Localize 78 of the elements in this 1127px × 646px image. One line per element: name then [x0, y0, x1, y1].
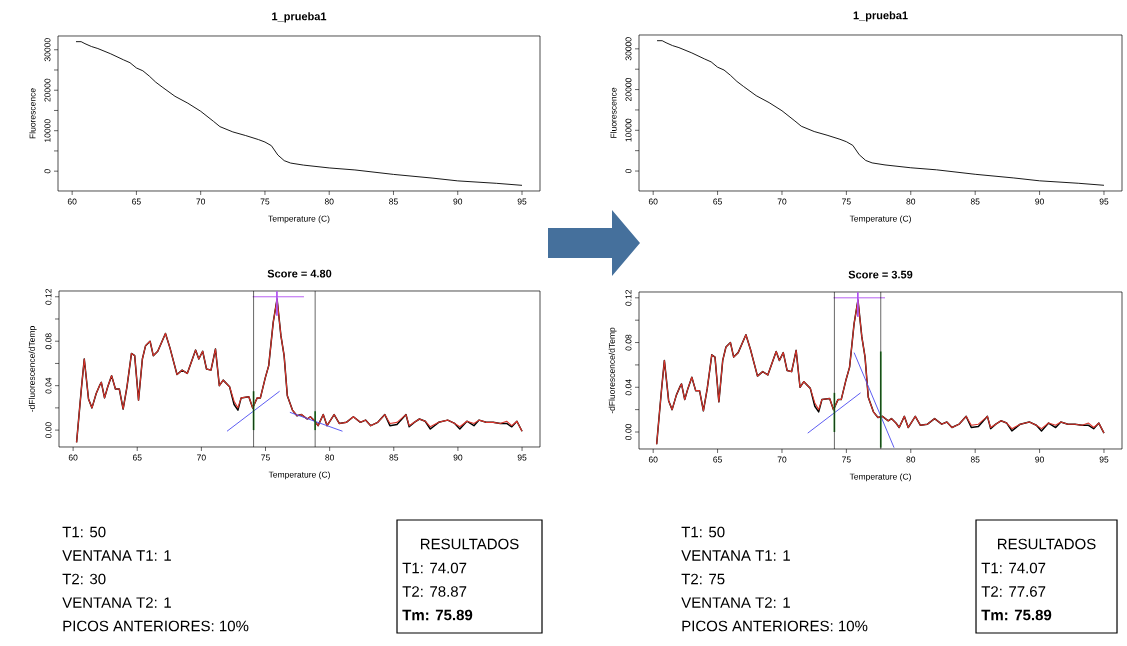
- x-tick-label: 60: [648, 456, 658, 463]
- y-tick-label: 0.12: [45, 288, 52, 305]
- text: T1: 50: [681, 526, 725, 538]
- x-axis-title: Temperature (C): [849, 215, 911, 224]
- x-tick-label: 75: [260, 198, 270, 205]
- x-tick-label: 70: [777, 456, 787, 463]
- text: Tm: 75.89: [981, 609, 1052, 621]
- text: RESULTADOS: [998, 538, 1096, 550]
- x-tick-label: 80: [325, 454, 335, 461]
- y-tick-label: 0: [44, 169, 51, 174]
- y-axis-title: -dFluorescence/dTemp: [28, 326, 37, 412]
- chart-title: Score = 4.80: [267, 269, 332, 278]
- x-tick-label: 65: [713, 198, 722, 205]
- x-tick-label: 90: [1035, 456, 1044, 463]
- x-tick-label: 75: [842, 198, 851, 205]
- x-tick-label: 85: [389, 198, 398, 205]
- text: VENTANA T1: 1: [681, 550, 790, 561]
- x-tick-label: 95: [517, 198, 527, 205]
- y-tick-label: 30000: [625, 37, 632, 61]
- x-axis-title: Temperature (C): [849, 473, 911, 482]
- y-tick-label: 20000: [44, 78, 51, 102]
- x-tick-label: 90: [453, 198, 463, 205]
- x-tick-label: 80: [324, 198, 334, 205]
- y-axis-title: -dFluorescence/dTemp: [608, 327, 617, 414]
- text: RESULTADOS: [421, 538, 519, 550]
- text: T1: 50: [62, 526, 106, 538]
- chart-title: 1_prueba1: [853, 11, 908, 22]
- x-tick-label: 60: [648, 198, 658, 205]
- y-tick-label: 0.12: [625, 289, 632, 306]
- x-tick-label: 95: [517, 454, 527, 461]
- x-tick-label: 75: [261, 454, 270, 461]
- x-tick-label: 85: [389, 454, 399, 461]
- x-tick-label: 70: [197, 454, 206, 461]
- y-tick-label: 10000: [625, 118, 632, 142]
- text: T1: 74.07: [402, 562, 467, 574]
- x-tick-label: 95: [1099, 456, 1109, 463]
- y-tick-label: 0.00: [625, 424, 632, 440]
- text: VENTANA T2: 1: [681, 597, 790, 608]
- text: PICOS ANTERIORES: 10%: [682, 620, 868, 632]
- x-tick-label: 65: [713, 456, 722, 463]
- text: T2: 30: [62, 573, 106, 585]
- y-tick-label: 0.00: [45, 422, 52, 439]
- y-tick-label: 0: [625, 169, 632, 174]
- y-axis-title: Fluorescence: [610, 87, 617, 138]
- x-tick-label: 95: [1099, 198, 1109, 205]
- y-tick-label: 30000: [44, 38, 51, 62]
- x-tick-label: 65: [132, 454, 142, 461]
- y-tick-label: 0.08: [45, 333, 52, 350]
- x-axis-title: Temperature (C): [268, 215, 330, 224]
- text: PICOS ANTERIORES: 10%: [63, 620, 249, 632]
- x-tick-label: 60: [68, 454, 78, 461]
- x-tick-label: 90: [1035, 198, 1044, 205]
- text: VENTANA T1: 1: [62, 550, 171, 561]
- x-tick-label: 70: [196, 198, 206, 205]
- x-tick-label: 80: [906, 198, 916, 205]
- x-tick-label: 90: [453, 454, 463, 461]
- text: T2: 75: [681, 573, 725, 585]
- y-tick-label: 0.04: [625, 379, 632, 396]
- text: Tm: 75.89: [402, 609, 473, 621]
- x-tick-label: 70: [777, 198, 787, 205]
- y-axis-title: Fluorescence: [29, 88, 36, 139]
- text: VENTANA T2: 1: [62, 597, 171, 608]
- text: T1: 74.07: [981, 562, 1046, 574]
- x-tick-label: 85: [970, 456, 980, 463]
- chart-title: 1_prueba1: [272, 12, 327, 23]
- x-tick-label: 80: [906, 456, 916, 463]
- y-tick-label: 20000: [625, 78, 632, 101]
- x-tick-label: 85: [970, 198, 980, 205]
- y-tick-label: 10000: [44, 119, 51, 142]
- x-tick-label: 75: [842, 456, 851, 463]
- chart-title: Score = 3.59: [848, 270, 913, 279]
- y-tick-label: 0.08: [625, 334, 632, 351]
- text: T2: 78.87: [402, 586, 467, 597]
- x-axis-title: Temperature (C): [268, 471, 330, 480]
- x-tick-label: 60: [67, 198, 77, 205]
- y-tick-label: 0.04: [45, 377, 52, 394]
- text: T2: 77.67: [981, 586, 1046, 597]
- x-tick-label: 65: [132, 198, 141, 205]
